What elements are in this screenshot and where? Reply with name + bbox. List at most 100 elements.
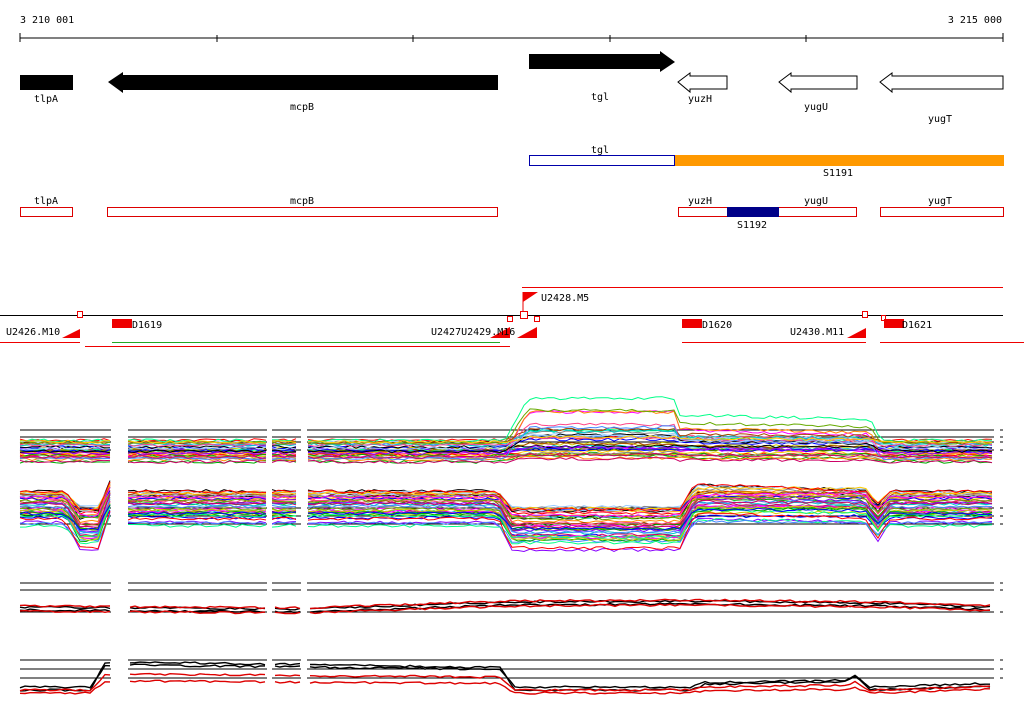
signal-trace <box>307 453 993 464</box>
signal-trace <box>19 493 111 529</box>
transcript-label: S1191 <box>823 168 853 179</box>
unit-box[interactable] <box>880 207 1004 217</box>
signal-trace <box>309 603 991 615</box>
signal-trace <box>129 610 266 615</box>
downshift-box[interactable] <box>884 319 904 328</box>
marker-box <box>507 316 513 322</box>
ramp-icon[interactable] <box>62 329 80 338</box>
signal-trace <box>127 516 267 521</box>
unit-label: mcpB <box>290 196 314 207</box>
signal-trace <box>271 493 297 496</box>
signal-trace <box>307 445 993 455</box>
upshift-U2430.M11[interactable]: U2430.M11 <box>790 311 868 339</box>
signal-trace <box>271 511 297 514</box>
signal-trace <box>127 440 267 444</box>
signal-trace <box>271 445 297 449</box>
signal-trace <box>19 502 111 541</box>
gene-arrow[interactable] <box>529 51 675 72</box>
signal-trace <box>271 494 297 498</box>
gene-yugT[interactable]: yugT <box>879 72 1004 125</box>
unit-box[interactable] <box>20 207 73 217</box>
gene-arrow[interactable] <box>778 72 858 94</box>
unit-S1192[interactable]: S1192 <box>727 207 779 231</box>
signal-trace <box>19 487 111 518</box>
signal-trace <box>307 519 993 543</box>
downshift-D1620[interactable]: D1620 <box>682 319 732 331</box>
downshift-D1619[interactable]: D1619 <box>112 319 162 331</box>
signal-trace <box>128 523 267 528</box>
signal-trace <box>309 665 990 689</box>
signal-trace <box>19 604 111 609</box>
expression-panel-4 <box>19 655 1003 700</box>
signal-trace <box>271 495 297 500</box>
signal-trace <box>129 679 266 684</box>
downshift-box[interactable] <box>112 319 132 328</box>
signal-trace <box>274 606 301 610</box>
marker-box <box>862 311 868 318</box>
flag-icon[interactable] <box>523 292 538 302</box>
downshift-box[interactable] <box>682 319 702 328</box>
signal-trace <box>271 508 297 513</box>
signal-trace <box>307 456 993 464</box>
unit-label: yugT <box>928 196 952 207</box>
signal-trace <box>19 459 111 464</box>
signal-trace <box>127 449 267 454</box>
signal-trace <box>19 506 111 538</box>
signal-trace <box>19 494 111 519</box>
signal-trace <box>309 598 991 610</box>
signal-trace <box>129 661 266 666</box>
gene-label: mcpB <box>290 102 314 113</box>
signal-trace <box>271 491 297 495</box>
upshift-U2427.U2429.M16[interactable]: U2427U2429.M16 <box>431 316 540 339</box>
signal-trace <box>307 483 993 513</box>
transcript-bar[interactable] <box>529 155 675 166</box>
data-gap <box>267 655 272 700</box>
coordinate-ruler: 3 210 001 3 215 000 <box>19 15 1004 42</box>
data-gap <box>994 578 1000 620</box>
downshift-D1621[interactable]: D1621 <box>881 315 933 332</box>
unit-label: yugU <box>804 196 828 207</box>
signal-trace <box>19 453 111 457</box>
data-gap <box>301 420 307 470</box>
gene-yugU[interactable]: yugU <box>778 72 858 113</box>
expression-panel-2 <box>19 480 1003 553</box>
signal-trace <box>129 672 266 677</box>
gene-arrow[interactable] <box>20 75 73 90</box>
signal-trace <box>128 455 267 459</box>
unit-label: S1192 <box>737 220 767 231</box>
gene-yuzH[interactable]: yuzH <box>677 72 728 105</box>
gene-tlpA[interactable]: tlpA <box>20 75 73 105</box>
transcript-S1191[interactable]: S1191 <box>675 155 1004 179</box>
unit-box[interactable] <box>107 207 498 217</box>
upshift-U2426.M10[interactable]: U2426.M10 <box>6 311 83 339</box>
data-gap <box>994 655 1000 700</box>
unit-box[interactable] <box>727 207 779 217</box>
gene-tgl[interactable]: tgl <box>529 51 675 103</box>
signal-trace <box>307 455 993 462</box>
unit-tlpA[interactable]: tlpA <box>20 196 73 217</box>
signal-trace <box>19 681 111 695</box>
gene-mcpB[interactable]: mcpB <box>108 72 498 113</box>
signal-trace <box>19 515 111 545</box>
signal-trace <box>19 438 111 443</box>
ramp-icon[interactable] <box>517 327 537 338</box>
signal-trace <box>309 680 991 695</box>
expression-panel-3 <box>19 578 1003 620</box>
gene-arrow[interactable] <box>108 72 498 93</box>
gene-arrow[interactable] <box>677 72 728 94</box>
marker-box <box>77 311 83 318</box>
gene-label: yugU <box>804 102 828 113</box>
marker-box <box>881 315 886 321</box>
signal-trace <box>19 504 111 530</box>
upshift-U2428.M5[interactable]: U2428.M5 <box>520 292 590 319</box>
signal-trace <box>127 508 267 512</box>
unit-yugT[interactable]: yugT <box>880 196 1004 217</box>
signal-trace <box>19 487 111 507</box>
gene-arrow[interactable] <box>879 72 1004 94</box>
signal-trace <box>307 452 993 459</box>
ramp-icon[interactable] <box>847 328 866 338</box>
ramp-icon[interactable] <box>490 327 510 338</box>
transcript-tgl[interactable]: tgl <box>529 145 675 166</box>
transcript-bar[interactable] <box>675 155 1004 166</box>
unit-mcpB[interactable]: mcpB <box>107 196 498 217</box>
